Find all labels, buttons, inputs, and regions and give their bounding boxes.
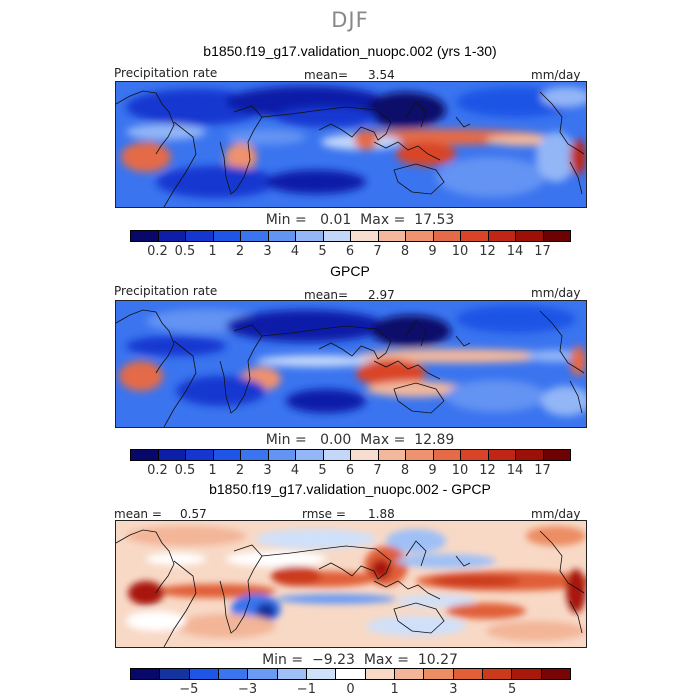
panel-3-tick: 0: [346, 682, 355, 697]
panel-1-tick: 2: [235, 244, 245, 259]
panel-3-tick: 3: [449, 682, 458, 697]
panel-2-tick: 6: [345, 463, 355, 478]
panel-1-tick: 0.5: [174, 244, 196, 259]
season-title: DJF: [331, 8, 369, 32]
panel-3-map: [115, 520, 587, 648]
panel-2-tick: 12: [479, 463, 496, 478]
panel-1-tick: 10: [451, 244, 469, 259]
panel-2-minmax: Min = 0.00 Max = 12.89: [265, 432, 455, 448]
panel-2-tick: 5: [318, 463, 327, 478]
panel-2-tick: 3: [263, 463, 272, 478]
panel-2-tick: 8: [400, 463, 410, 478]
panel-3-colorbar: [130, 668, 571, 680]
panel-1-mean-value: 3.54: [368, 68, 395, 82]
panel-3-minmax: Min = −9.23 Max = 10.27: [262, 652, 458, 668]
panel-2-mean-label: mean=: [304, 288, 349, 302]
panel-1-tick: 1: [208, 244, 217, 259]
panel-2-tick: 9: [428, 463, 437, 478]
panel-1-tick: 12: [479, 244, 496, 259]
panel-3-tick: −1: [296, 682, 316, 697]
panel-1-map: [115, 81, 587, 208]
panel-2-colorbar-ticks: 0.2 0.5 1 2 3 4 5 6 7 8 9 10 12 14 17: [130, 463, 571, 479]
panel-1-title: b1850.f19_g17.validation_nuopc.002 (yrs …: [203, 43, 497, 59]
panel-2-tick: 10: [451, 463, 469, 478]
panel-2-tick: 14: [506, 463, 524, 478]
panel-1-tick: 7: [373, 244, 382, 259]
panel-1-tick: 6: [345, 244, 355, 259]
panel-3-tick: 5: [508, 682, 517, 697]
panel-1-mean-label: mean=: [304, 68, 349, 82]
panel-1-units: mm/day: [531, 68, 581, 82]
panel-1-tick: 3: [263, 244, 272, 259]
panel-1-tick: 5: [318, 244, 327, 259]
panel-2-tick: 2: [235, 463, 245, 478]
panel-2-tick: 17: [534, 463, 551, 478]
panel-2-tick: 0.5: [174, 463, 196, 478]
panel-3-mean-value: 0.57: [180, 507, 207, 521]
panel-3-rmse-value: 1.88: [368, 507, 395, 521]
panel-3-title: b1850.f19_g17.validation_nuopc.002 - GPC…: [209, 481, 491, 497]
panel-1-tick: 17: [534, 244, 551, 259]
panel-3-rmse-label: rmse =: [302, 507, 346, 521]
panel-3-colorbar-ticks: −5 −3 −1 0 1 3 5: [130, 682, 571, 698]
panel-1-tick: 8: [400, 244, 410, 259]
panel-2-colorbar: [130, 449, 571, 461]
panel-1-tick: 9: [428, 244, 437, 259]
panel-2-title: GPCP: [330, 263, 370, 279]
panel-3-tick: 1: [390, 682, 399, 697]
panel-2-tick: 7: [373, 463, 382, 478]
panel-3-tick: −3: [238, 682, 258, 697]
panel-1-colorbar-ticks: 0.2 0.5 1 2 3 4 5 6 7 8 9 10 12 14 17: [130, 244, 571, 260]
panel-2-map: [115, 300, 587, 428]
panel-1-tick: 14: [506, 244, 524, 259]
panel-2-mean-value: 2.97: [368, 288, 395, 302]
panel-2-tick: 1: [208, 463, 217, 478]
panel-3-tick: −5: [179, 682, 199, 697]
panel-1-tick: 0.2: [147, 244, 168, 259]
panel-2-tick: 4: [290, 463, 300, 478]
panel-1-tick: 4: [290, 244, 300, 259]
panel-1-variable-label: Precipitation rate: [114, 66, 218, 80]
panel-2-tick: 0.2: [147, 463, 168, 478]
panel-2-variable-label: Precipitation rate: [114, 284, 218, 298]
panel-1-colorbar: [130, 230, 571, 242]
panel-3-units: mm/day: [531, 507, 581, 521]
panel-3-mean-label: mean =: [114, 507, 162, 521]
panel-2-units: mm/day: [531, 286, 581, 300]
panel-1-minmax: Min = 0.01 Max = 17.53: [265, 212, 455, 228]
